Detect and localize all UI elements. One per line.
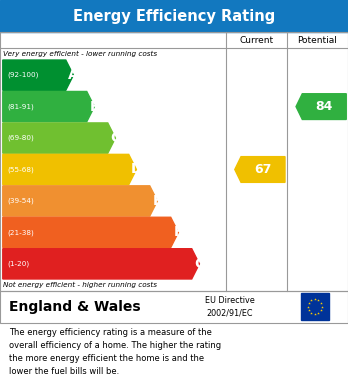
Bar	[0, 0, 348, 32]
Text: Potential: Potential	[298, 36, 337, 45]
Text: The energy efficiency rating is a measure of the
overall efficiency of a home. T: The energy efficiency rating is a measur…	[9, 328, 221, 376]
Polygon shape	[3, 60, 73, 90]
Text: Very energy efficient - lower running costs: Very energy efficient - lower running co…	[3, 51, 158, 57]
Text: (39-54): (39-54)	[7, 198, 34, 204]
Text: F: F	[174, 225, 183, 239]
Text: 84: 84	[316, 100, 333, 113]
Text: B: B	[89, 100, 100, 114]
Polygon shape	[3, 217, 179, 248]
Text: EU Directive
2002/91/EC: EU Directive 2002/91/EC	[205, 296, 254, 317]
Text: (92-100): (92-100)	[7, 72, 38, 79]
Bar	[301, 293, 329, 320]
Text: (69-80): (69-80)	[7, 135, 34, 141]
Text: Energy Efficiency Rating: Energy Efficiency Rating	[73, 9, 275, 23]
Text: Current: Current	[239, 36, 273, 45]
Text: (21-38): (21-38)	[7, 229, 34, 236]
Text: Not energy efficient - higher running costs: Not energy efficient - higher running co…	[3, 282, 158, 288]
Text: 67: 67	[254, 163, 272, 176]
Text: C: C	[111, 131, 121, 145]
Text: England & Wales: England & Wales	[9, 300, 140, 314]
Polygon shape	[296, 94, 346, 120]
Text: D: D	[131, 163, 142, 176]
Text: (81-91): (81-91)	[7, 103, 34, 110]
Polygon shape	[3, 123, 116, 153]
Bar	[0, 291, 348, 323]
Polygon shape	[3, 91, 94, 122]
Bar	[0, 291, 348, 323]
Bar	[0, 32, 348, 291]
Text: A: A	[69, 68, 79, 82]
Text: G: G	[194, 257, 205, 271]
Text: (55-68): (55-68)	[7, 166, 34, 173]
Polygon shape	[235, 157, 285, 182]
Polygon shape	[3, 154, 136, 185]
Polygon shape	[3, 186, 157, 216]
Text: (1-20): (1-20)	[7, 260, 29, 267]
Polygon shape	[3, 249, 199, 279]
Text: E: E	[153, 194, 163, 208]
